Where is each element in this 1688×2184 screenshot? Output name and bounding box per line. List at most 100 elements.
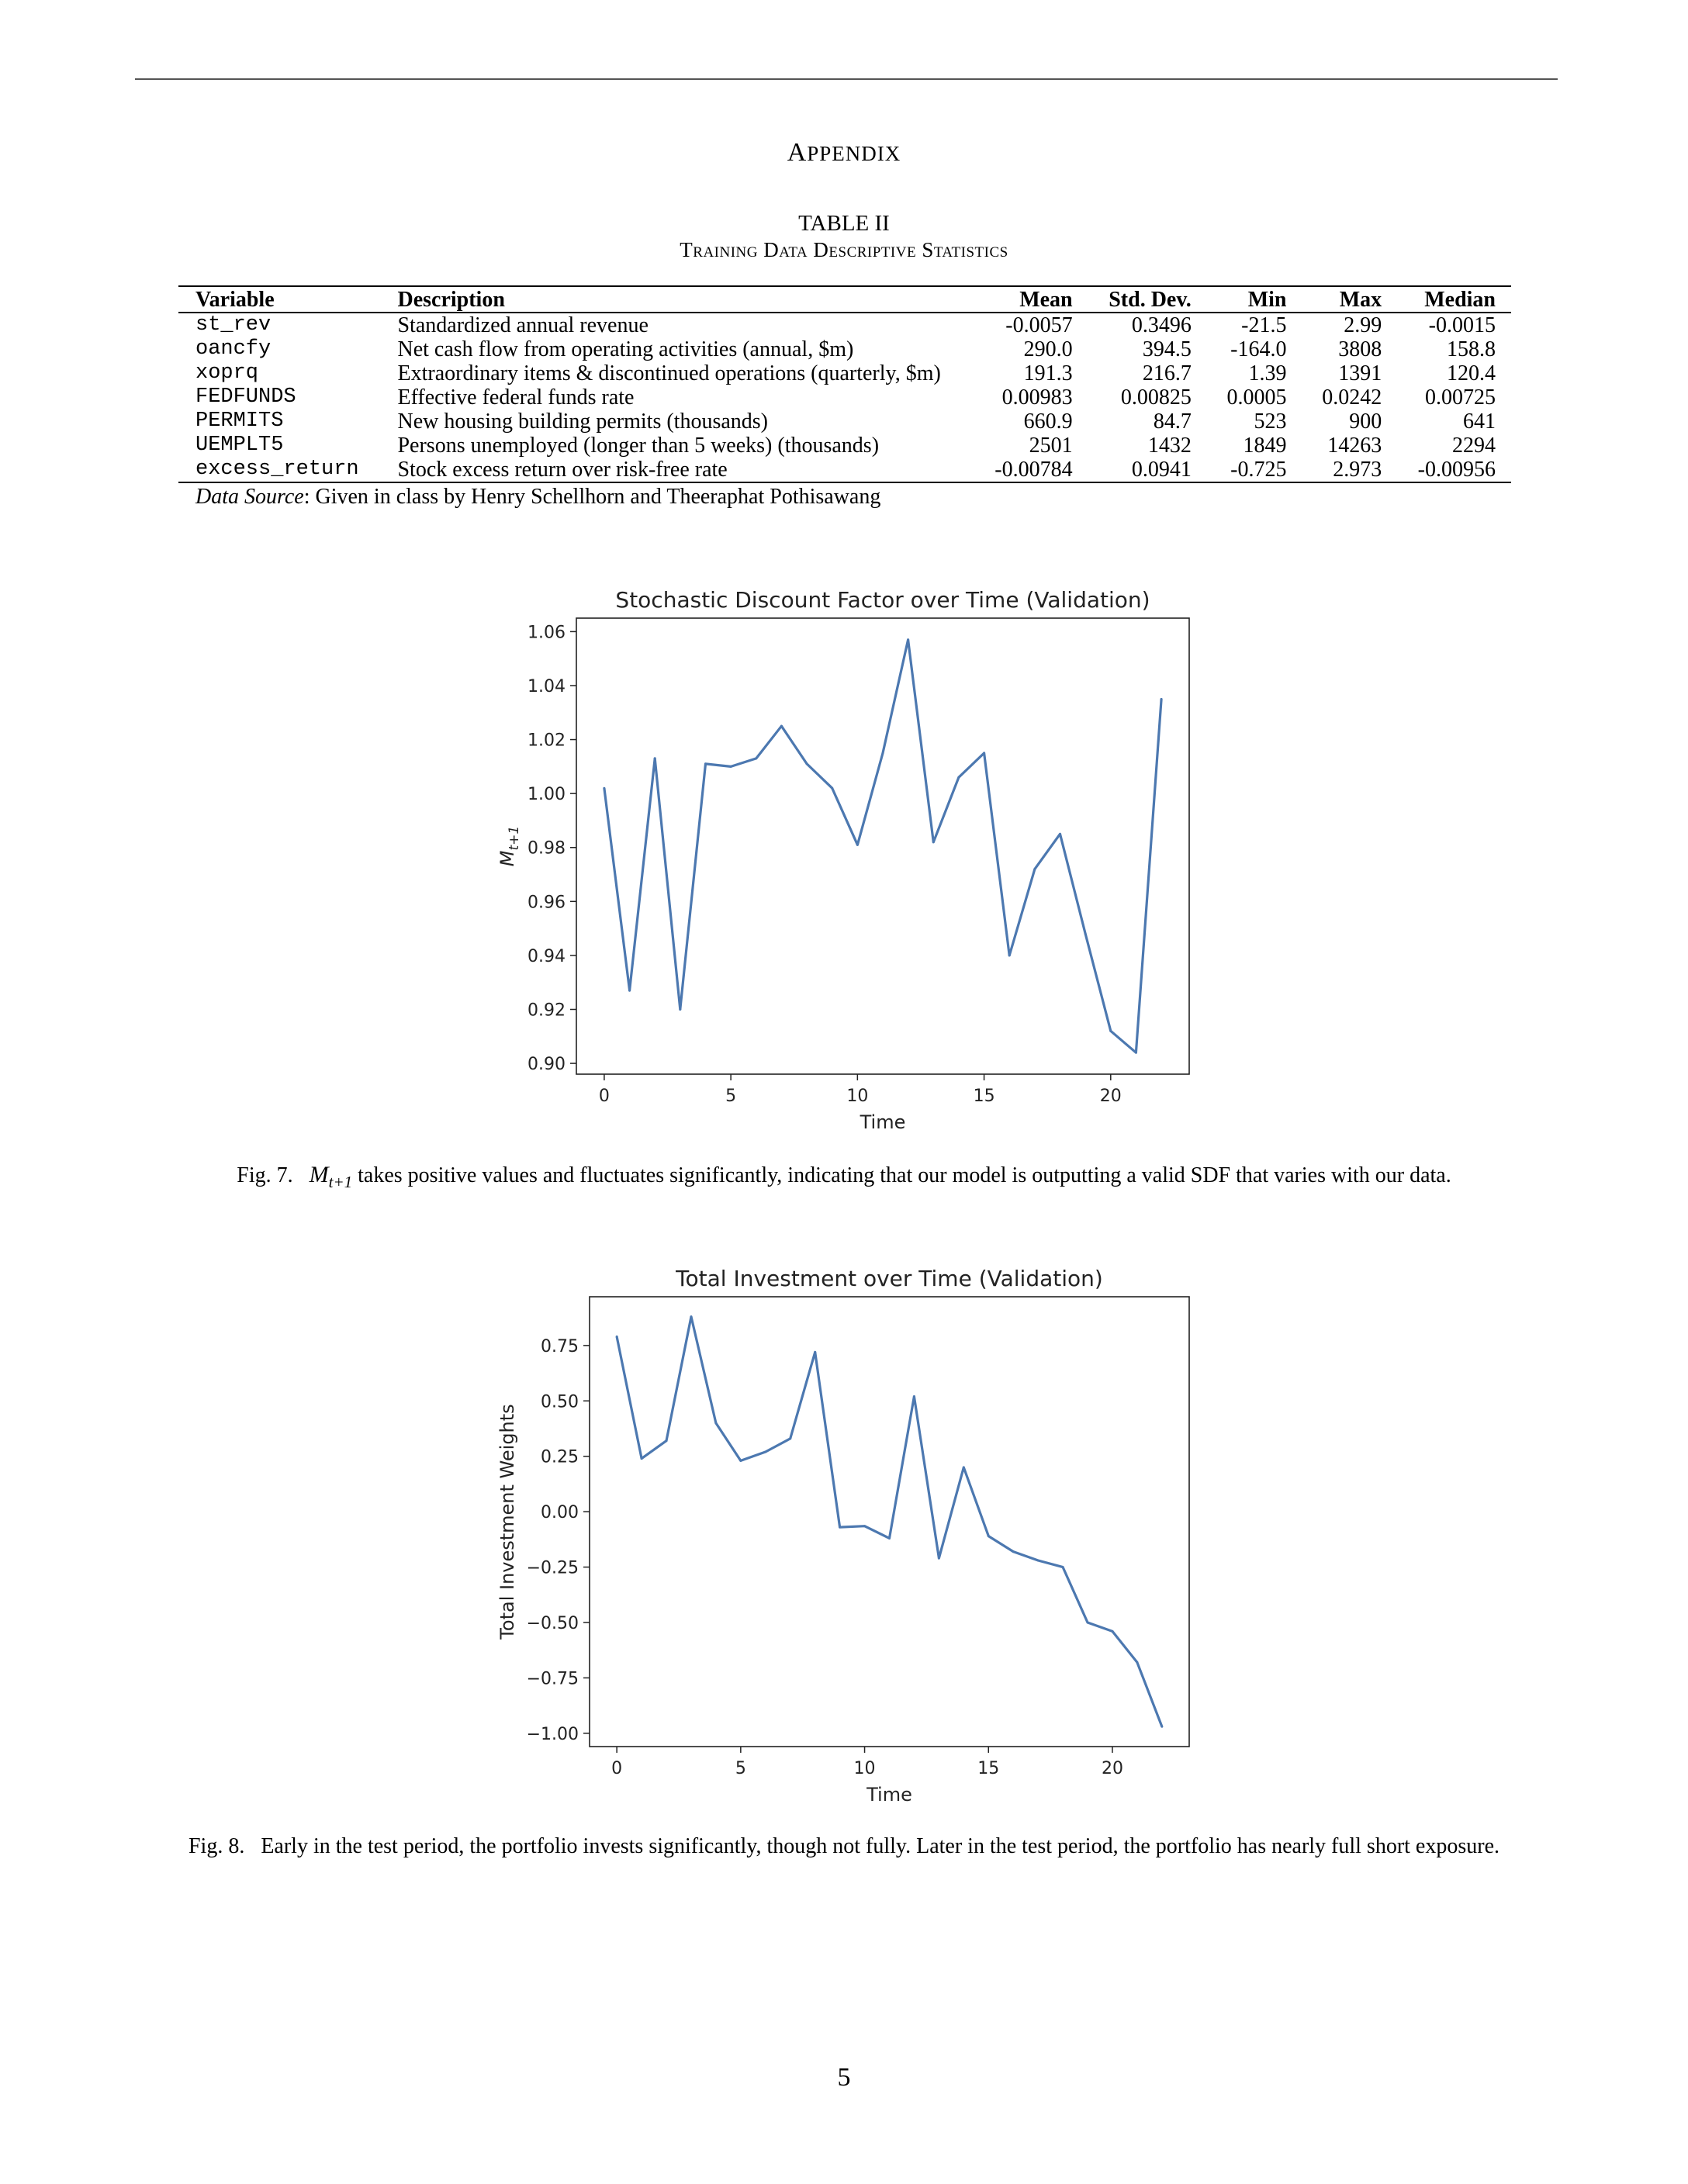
data-point [888, 1536, 891, 1540]
col-header: Min [1206, 286, 1302, 313]
description-cell: Persons unemployed (longer than 5 weeks)… [397, 434, 880, 458]
stat-cell: 0.3496 [1131, 313, 1192, 337]
data-point [739, 1459, 742, 1462]
x-tick-label: 15 [974, 1087, 995, 1106]
chart-title: Total Investment over Time (Validation) [675, 1266, 1103, 1291]
x-axis-label: Time [860, 1111, 906, 1133]
table-number: TABLE II [798, 211, 890, 236]
data-point [1084, 932, 1087, 935]
stat-cell: 0.0941 [1088, 458, 1207, 483]
data-point [780, 724, 783, 727]
stat-cell: 0.0005 [1226, 385, 1287, 410]
table-title: Training Data Descriptive Statistics [680, 238, 1008, 261]
data-source-text: : Given in class by Henry Schellhorn and… [303, 485, 881, 509]
stat-cell: 14263 [1327, 434, 1382, 458]
y-tick-label: −0.25 [527, 1559, 579, 1578]
chart-title: Stochastic Discount Factor over Time (Va… [615, 587, 1150, 613]
stat-cell: 1.39 [1248, 361, 1287, 385]
variable-cell: st_rev [195, 313, 272, 337]
data-point [615, 1335, 618, 1338]
data-point [1111, 1629, 1114, 1633]
data-point [863, 1525, 866, 1528]
figure-8-caption: Fig. 8. Early in the test period, the po… [188, 1834, 1500, 1858]
table-header-row: Variable Description Mean Std. Dev. Min … [178, 286, 1511, 313]
y-tick-label: 0.25 [541, 1448, 579, 1467]
stat-cell: 2294 [1452, 434, 1496, 458]
data-point [764, 1450, 767, 1453]
variable-cell: excess_return [178, 458, 381, 483]
data-point [665, 1439, 668, 1443]
series-line [603, 638, 1163, 1054]
y-axis-label: Mt+1 [496, 826, 522, 866]
caption-text: takes positive values and fluctuates sig… [352, 1163, 1451, 1187]
data-point [1160, 1725, 1164, 1728]
y-tick-label: −0.75 [527, 1669, 579, 1688]
data-point [729, 765, 732, 768]
y-tick-label: 0.75 [541, 1337, 579, 1356]
description-cell: Standardized annual revenue [397, 313, 649, 337]
variable-cell: PERMITS [195, 410, 284, 433]
col-header: Std. Dev. [1088, 286, 1207, 313]
data-point [1033, 868, 1036, 871]
caption-math-subscript: t+1 [328, 1173, 353, 1191]
table-row: xoprq Extraordinary items & discontinued … [178, 361, 1511, 385]
stat-cell: 900 [1349, 410, 1382, 434]
stat-cell: 0.0242 [1322, 385, 1382, 410]
stat-cell: 191.3 [1023, 361, 1073, 385]
data-point [679, 1007, 682, 1011]
data-source-label: Data Source [195, 485, 304, 509]
caption-math-symbol: M [309, 1162, 329, 1187]
data-point [1136, 1660, 1139, 1664]
data-point [789, 1437, 792, 1440]
stat-cell: 1391 [1338, 361, 1382, 385]
description-cell: New housing building permits (thousands) [397, 410, 769, 434]
sdf-chart: Stochastic Discount Factor over Time (Va… [481, 578, 1202, 1136]
data-point [603, 786, 606, 790]
table-row: PERMITS New housing building permits (tho… [178, 410, 1511, 434]
plot-frame [589, 1296, 1190, 1747]
data-point [856, 843, 859, 846]
data-point [805, 762, 808, 765]
data-point [983, 752, 986, 755]
chart-svg: Stochastic Discount Factor over Time (Va… [496, 587, 1190, 1133]
data-point [881, 752, 884, 755]
variable-cell: xoprq [195, 361, 259, 385]
y-tick-label: 0.94 [528, 947, 566, 966]
stat-cell: 2.973 [1302, 458, 1398, 483]
data-point [814, 1350, 817, 1353]
stat-cell: 120.4 [1447, 361, 1496, 385]
col-header: Mean [974, 286, 1088, 313]
x-tick-label: 0 [611, 1759, 622, 1778]
y-tick-label: 0.96 [528, 893, 566, 912]
stat-cell: -21.5 [1241, 313, 1287, 337]
stat-cell: -164.0 [1230, 337, 1287, 361]
data-point [839, 1526, 842, 1529]
table-row: UEMPLT5 Persons unemployed (longer than 5… [178, 434, 1511, 458]
figure-7-caption: Fig. 7. Mt+1 takes positive values and f… [0, 1162, 1688, 1192]
data-point [831, 786, 834, 790]
page-number: 5 [837, 2063, 851, 2092]
y-tick-label: 0.00 [541, 1503, 579, 1522]
stat-cell: 641 [1463, 410, 1496, 434]
stat-cell: 290.0 [1023, 337, 1073, 361]
variable-cell: FEDFUNDS [195, 385, 296, 409]
data-point [907, 638, 910, 641]
data-point [912, 1395, 915, 1398]
x-tick-label: 5 [725, 1087, 736, 1106]
data-point [714, 1422, 718, 1425]
stat-cell: 2.99 [1344, 313, 1382, 337]
stat-cell: 394.5 [1142, 337, 1192, 361]
table-row: excess_return Stock excess return over ri… [178, 458, 1511, 483]
col-header: Variable [178, 286, 381, 313]
stat-cell: -0.0015 [1428, 313, 1496, 337]
variable-cell: oancfy [195, 337, 272, 361]
y-tick-label: 1.06 [528, 623, 566, 642]
data-point [653, 757, 656, 760]
y-tick-label: 0.90 [528, 1055, 566, 1074]
stat-cell: -0.725 [1206, 458, 1302, 483]
data-point [1061, 1566, 1064, 1569]
x-tick-label: 20 [1102, 1759, 1123, 1778]
table-row: oancfy Net cash flow from operating activ… [178, 337, 1511, 361]
y-tick-label: 0.98 [528, 839, 566, 859]
data-point [1134, 1051, 1137, 1054]
